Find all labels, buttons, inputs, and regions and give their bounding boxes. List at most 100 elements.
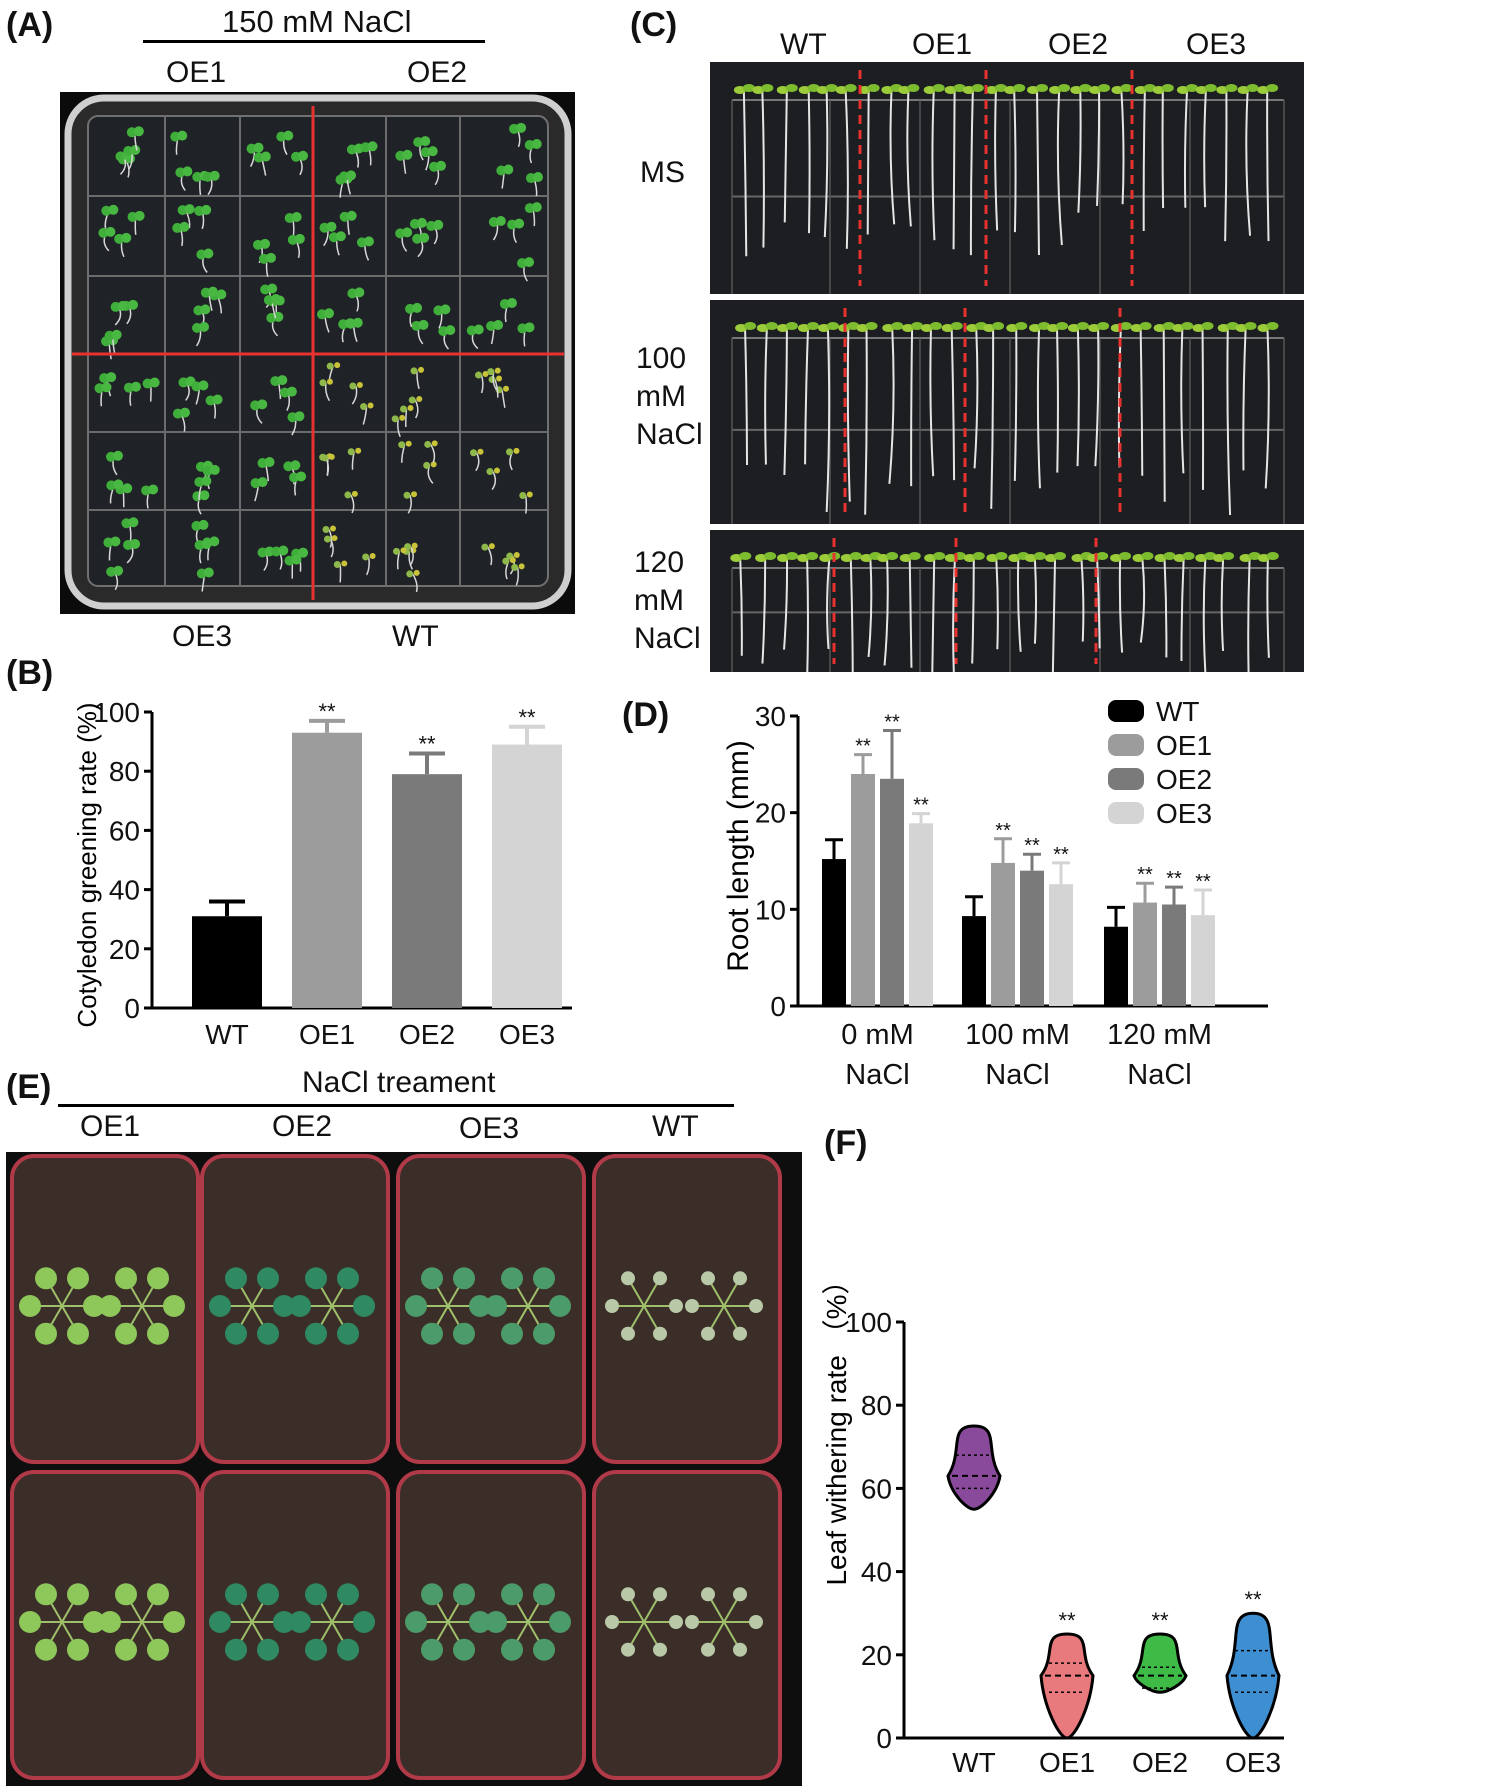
seedling-leaf — [207, 286, 218, 297]
plant-leaf — [701, 1642, 715, 1657]
seedling-root — [1036, 91, 1040, 256]
chart-d-legend-label: OE2 — [1156, 764, 1212, 795]
plant-leaf — [99, 1295, 121, 1317]
seedling-leaf — [346, 210, 357, 221]
seedling-leaf — [877, 554, 890, 562]
plant-stem — [629, 1597, 645, 1623]
panel-c-col-oe3: OE3 — [1186, 28, 1247, 61]
plant-stem — [629, 1621, 645, 1647]
seedling-leaf — [513, 552, 520, 559]
seedling-leaf — [199, 490, 210, 501]
chart-f-significance: ** — [1058, 1608, 1076, 1633]
chart-f-significance: ** — [1151, 1608, 1169, 1633]
seedling-root — [1242, 329, 1247, 471]
chart-b: 0 20 40 60 80 100 WT ** OE1 ** OE2 ** OE3 Cotyledon … — [72, 697, 572, 1050]
chart-f-ytick-label: 20 — [861, 1640, 892, 1671]
seedling-root — [1266, 91, 1270, 242]
chart-d-bar-oe2 — [1020, 870, 1044, 1006]
seedling-root — [1183, 91, 1188, 208]
panel-c-120mm-plate-photo — [710, 530, 1304, 672]
chart-d-xtick-label: NaCl — [845, 1059, 909, 1091]
plant-leaf — [421, 1267, 443, 1290]
seedling-leaf — [531, 139, 542, 150]
seedling-leaf — [335, 231, 346, 242]
seedling-leaf — [1049, 86, 1062, 94]
plant-leaf — [469, 1611, 491, 1633]
seedling-leaf — [493, 467, 500, 474]
seedling-root — [1201, 329, 1205, 490]
seedling-leaf — [944, 554, 957, 562]
seedling-leaf — [369, 552, 376, 559]
chart-f: 0 20 40 60 80 100 WT ** OE1 ** OE2 ** OE3 Leaf withe… — [821, 1266, 1284, 1778]
seedling-leaf — [777, 554, 790, 562]
seedling-leaf — [363, 236, 374, 247]
seedling-root — [849, 559, 854, 672]
seedling-root — [480, 374, 484, 394]
seedling-leaf — [265, 252, 276, 263]
seedling-leaf — [355, 447, 362, 454]
seedling-root — [994, 91, 999, 231]
plate-bg — [710, 62, 1304, 294]
plant-leaf — [289, 1611, 311, 1633]
plant-leaf — [147, 1322, 169, 1345]
seedling-leaf — [488, 543, 495, 550]
seedling-leaf — [509, 557, 516, 564]
plant-leaf — [701, 1587, 715, 1602]
panel-c-row-100: 100 mM NaCl — [636, 340, 703, 454]
plant-leaf — [209, 1611, 231, 1633]
seedling-leaf — [108, 204, 119, 215]
plant-leaf — [163, 1295, 185, 1317]
seedling-leaf — [326, 221, 337, 232]
chart-d-significance: ** — [913, 795, 929, 817]
seedling-leaf — [1037, 322, 1050, 330]
panel-a-label-oe2: OE2 — [407, 56, 468, 89]
chart-f-violin-oe1 — [1039, 1632, 1095, 1740]
seedling-root — [761, 91, 765, 248]
seedling-leaf — [212, 394, 223, 405]
seedling-leaf — [503, 164, 514, 175]
seedling-root — [867, 559, 873, 658]
seedling-leaf — [321, 454, 329, 462]
seedling-leaf — [257, 399, 268, 410]
seedling-leaf — [882, 324, 895, 332]
seedling-leaf — [278, 545, 289, 556]
seedling-leaf — [1096, 552, 1109, 560]
seedling-leaf — [513, 447, 520, 454]
chart-d-xtick-label: NaCl — [985, 1059, 1049, 1091]
panel-e-col-oe3: OE3 — [459, 1112, 520, 1145]
seedling-leaf — [891, 322, 904, 330]
seedling-leaf — [122, 483, 133, 494]
seedling-leaf — [402, 149, 413, 160]
seedling-leaf — [867, 84, 880, 92]
plant-leaf — [289, 1295, 311, 1317]
plant-leaf — [501, 1583, 523, 1606]
seedling-leaf — [179, 407, 190, 418]
seedling-root — [414, 399, 419, 419]
seedling-root — [826, 559, 831, 649]
seedling-root — [908, 559, 913, 668]
seedling-leaf — [899, 554, 912, 562]
plant-stem — [723, 1597, 739, 1623]
seedling-root — [1056, 91, 1063, 246]
seedling-leaf — [898, 86, 911, 94]
seedling-leaf — [1141, 552, 1154, 560]
seedling-root — [888, 329, 895, 484]
seedling-leaf — [1163, 552, 1176, 560]
seedling-leaf — [200, 304, 211, 315]
plant-leaf — [549, 1295, 571, 1317]
seedling-leaf — [326, 362, 334, 370]
seedling-leaf — [149, 377, 160, 388]
seedling-root — [1161, 91, 1165, 209]
seedling-leaf — [835, 86, 848, 94]
seedling-root — [806, 559, 809, 672]
seedling-leaf — [433, 219, 444, 230]
plant-leaf — [533, 1638, 555, 1661]
seedling-root — [973, 329, 979, 469]
seedling-leaf — [400, 547, 407, 554]
seedling-root — [1051, 559, 1057, 672]
seedling-leaf — [367, 141, 378, 152]
plant-leaf — [653, 1642, 667, 1657]
plant-leaf — [83, 1611, 105, 1633]
seedling-leaf — [844, 84, 857, 92]
seedling-leaf — [283, 130, 294, 141]
